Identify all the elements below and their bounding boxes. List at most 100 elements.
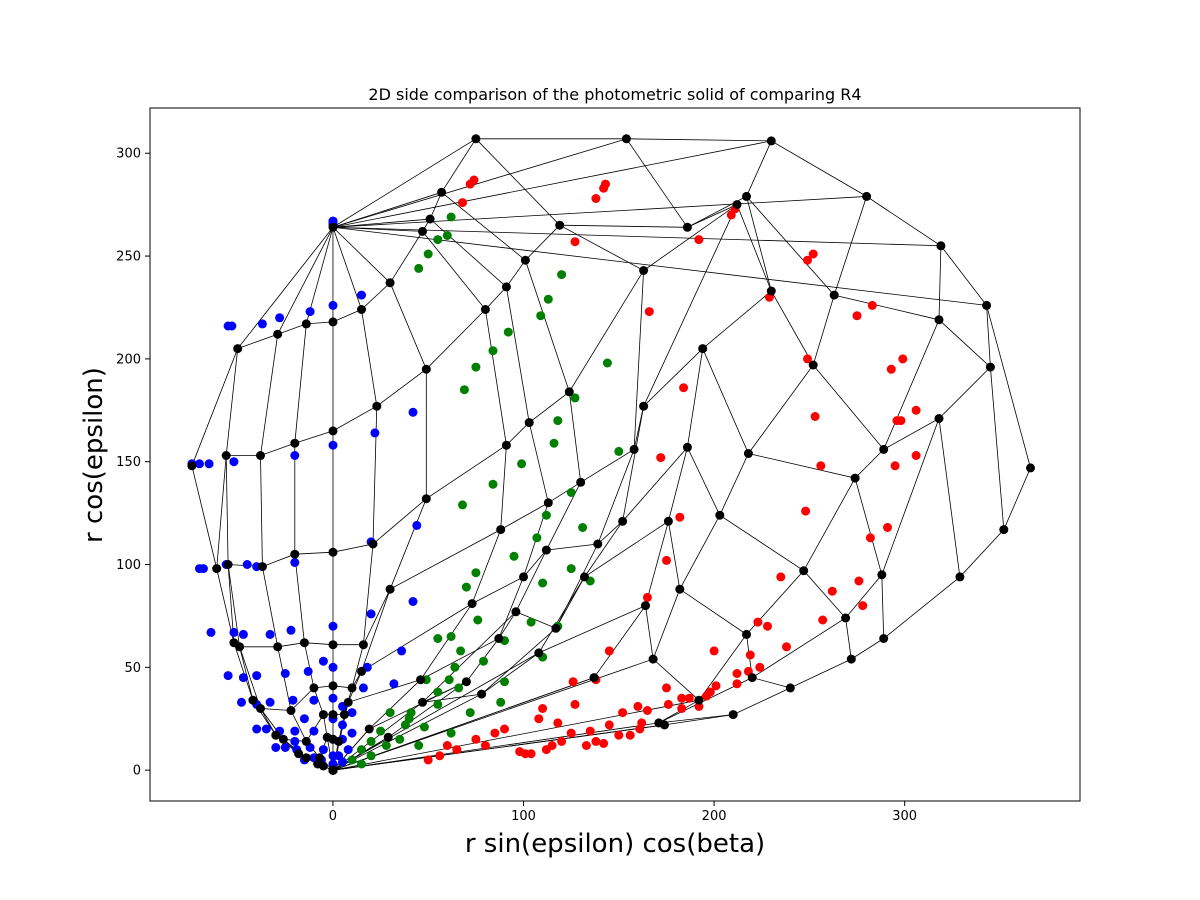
red-data-point bbox=[803, 255, 812, 265]
x-axis-label: r sin(epsilon) cos(beta) bbox=[465, 829, 765, 859]
black-data-point bbox=[480, 305, 490, 314]
green-data-point bbox=[366, 736, 376, 746]
green-data-point bbox=[442, 231, 452, 240]
black-data-point bbox=[501, 440, 511, 450]
black-data-point bbox=[742, 629, 751, 639]
blue-data-point bbox=[366, 609, 376, 619]
black-data-point bbox=[418, 226, 427, 236]
blue-data-point bbox=[290, 726, 300, 736]
mesh-apex-line bbox=[332, 226, 941, 247]
black-data-point bbox=[576, 477, 586, 487]
black-data-point bbox=[248, 695, 258, 705]
black-data-point bbox=[256, 451, 265, 460]
blue-data-point bbox=[290, 736, 300, 746]
red-data-point bbox=[711, 681, 721, 691]
green-data-point bbox=[500, 677, 509, 687]
green-data-point bbox=[541, 510, 551, 520]
green-data-point bbox=[446, 212, 456, 222]
mesh-rib-line bbox=[332, 196, 867, 771]
black-data-point bbox=[318, 710, 328, 720]
black-data-point bbox=[955, 572, 965, 582]
red-data-point bbox=[709, 646, 719, 656]
y-tick-label: 200 bbox=[116, 352, 141, 367]
x-tick-label: 200 bbox=[702, 809, 727, 824]
blue-data-point bbox=[227, 321, 237, 331]
green-data-point bbox=[461, 582, 471, 592]
red-data-point bbox=[614, 730, 624, 740]
blue-data-point bbox=[290, 558, 300, 567]
red-data-point bbox=[883, 523, 892, 532]
red-data-point bbox=[816, 461, 826, 471]
black-data-point bbox=[985, 362, 995, 372]
blue-data-point bbox=[318, 745, 328, 755]
red-data-point bbox=[534, 714, 544, 724]
black-data-point bbox=[385, 278, 395, 288]
green-data-point bbox=[446, 728, 456, 738]
green-data-point bbox=[400, 720, 410, 730]
red-data-point bbox=[465, 179, 475, 189]
black-data-point bbox=[728, 710, 738, 720]
blue-data-point bbox=[328, 759, 338, 769]
green-data-point bbox=[357, 759, 366, 769]
green-data-point bbox=[536, 311, 546, 321]
blue-data-point bbox=[229, 457, 239, 467]
green-data-point bbox=[366, 751, 376, 761]
red-data-point bbox=[570, 699, 580, 709]
black-data-point bbox=[372, 401, 382, 411]
blue-data-point bbox=[328, 216, 338, 226]
black-data-point bbox=[543, 498, 553, 508]
black-data-point bbox=[501, 282, 511, 292]
red-data-point bbox=[566, 728, 576, 738]
black-data-point bbox=[682, 442, 692, 452]
black-data-point bbox=[934, 414, 944, 423]
blue-data-point bbox=[357, 290, 366, 300]
black-data-point bbox=[315, 753, 325, 763]
red-data-point bbox=[423, 755, 433, 765]
black-data-point bbox=[290, 549, 300, 559]
y-tick-label: 250 bbox=[116, 250, 141, 265]
black-data-point bbox=[187, 461, 197, 471]
black-data-point bbox=[294, 749, 304, 759]
green-points bbox=[347, 212, 624, 769]
y-tick-label: 300 bbox=[116, 147, 141, 162]
blue-data-point bbox=[223, 671, 233, 681]
green-data-point bbox=[538, 578, 548, 588]
blue-data-point bbox=[358, 683, 368, 693]
red-data-point bbox=[858, 601, 868, 611]
x-tick-label: 100 bbox=[511, 809, 536, 824]
black-data-point bbox=[808, 360, 818, 370]
black-data-point bbox=[641, 601, 650, 611]
red-data-point bbox=[745, 650, 755, 660]
green-data-point bbox=[376, 726, 386, 736]
blue-data-point bbox=[242, 560, 252, 569]
black-data-point bbox=[715, 510, 725, 520]
red-data-point bbox=[852, 311, 862, 321]
green-data-point bbox=[473, 615, 483, 625]
black-data-point bbox=[383, 732, 393, 742]
black-data-point bbox=[580, 572, 589, 582]
blue-data-point bbox=[275, 313, 285, 323]
plot-area bbox=[149, 107, 1081, 802]
blue-data-point bbox=[271, 743, 281, 752]
blue-data-point bbox=[408, 597, 418, 606]
blue-data-point bbox=[206, 627, 216, 637]
black-data-point bbox=[467, 599, 477, 609]
blue-data-point bbox=[408, 407, 418, 417]
black-data-point bbox=[682, 222, 692, 232]
red-data-point bbox=[637, 718, 647, 728]
black-data-point bbox=[639, 401, 649, 411]
red-data-point bbox=[803, 354, 812, 364]
red-data-point bbox=[604, 646, 614, 656]
blue-data-point bbox=[280, 669, 290, 678]
blue-data-point bbox=[347, 708, 357, 718]
red-data-point bbox=[705, 687, 715, 697]
black-data-point bbox=[877, 570, 887, 580]
blue-data-point bbox=[299, 714, 309, 724]
red-data-point bbox=[458, 198, 467, 208]
mesh-apex-line bbox=[332, 226, 391, 284]
black-data-point bbox=[799, 566, 809, 576]
black-data-point bbox=[278, 734, 288, 744]
black-data-point bbox=[829, 290, 839, 300]
red-data-point bbox=[435, 751, 445, 761]
blue-data-point bbox=[265, 629, 275, 639]
